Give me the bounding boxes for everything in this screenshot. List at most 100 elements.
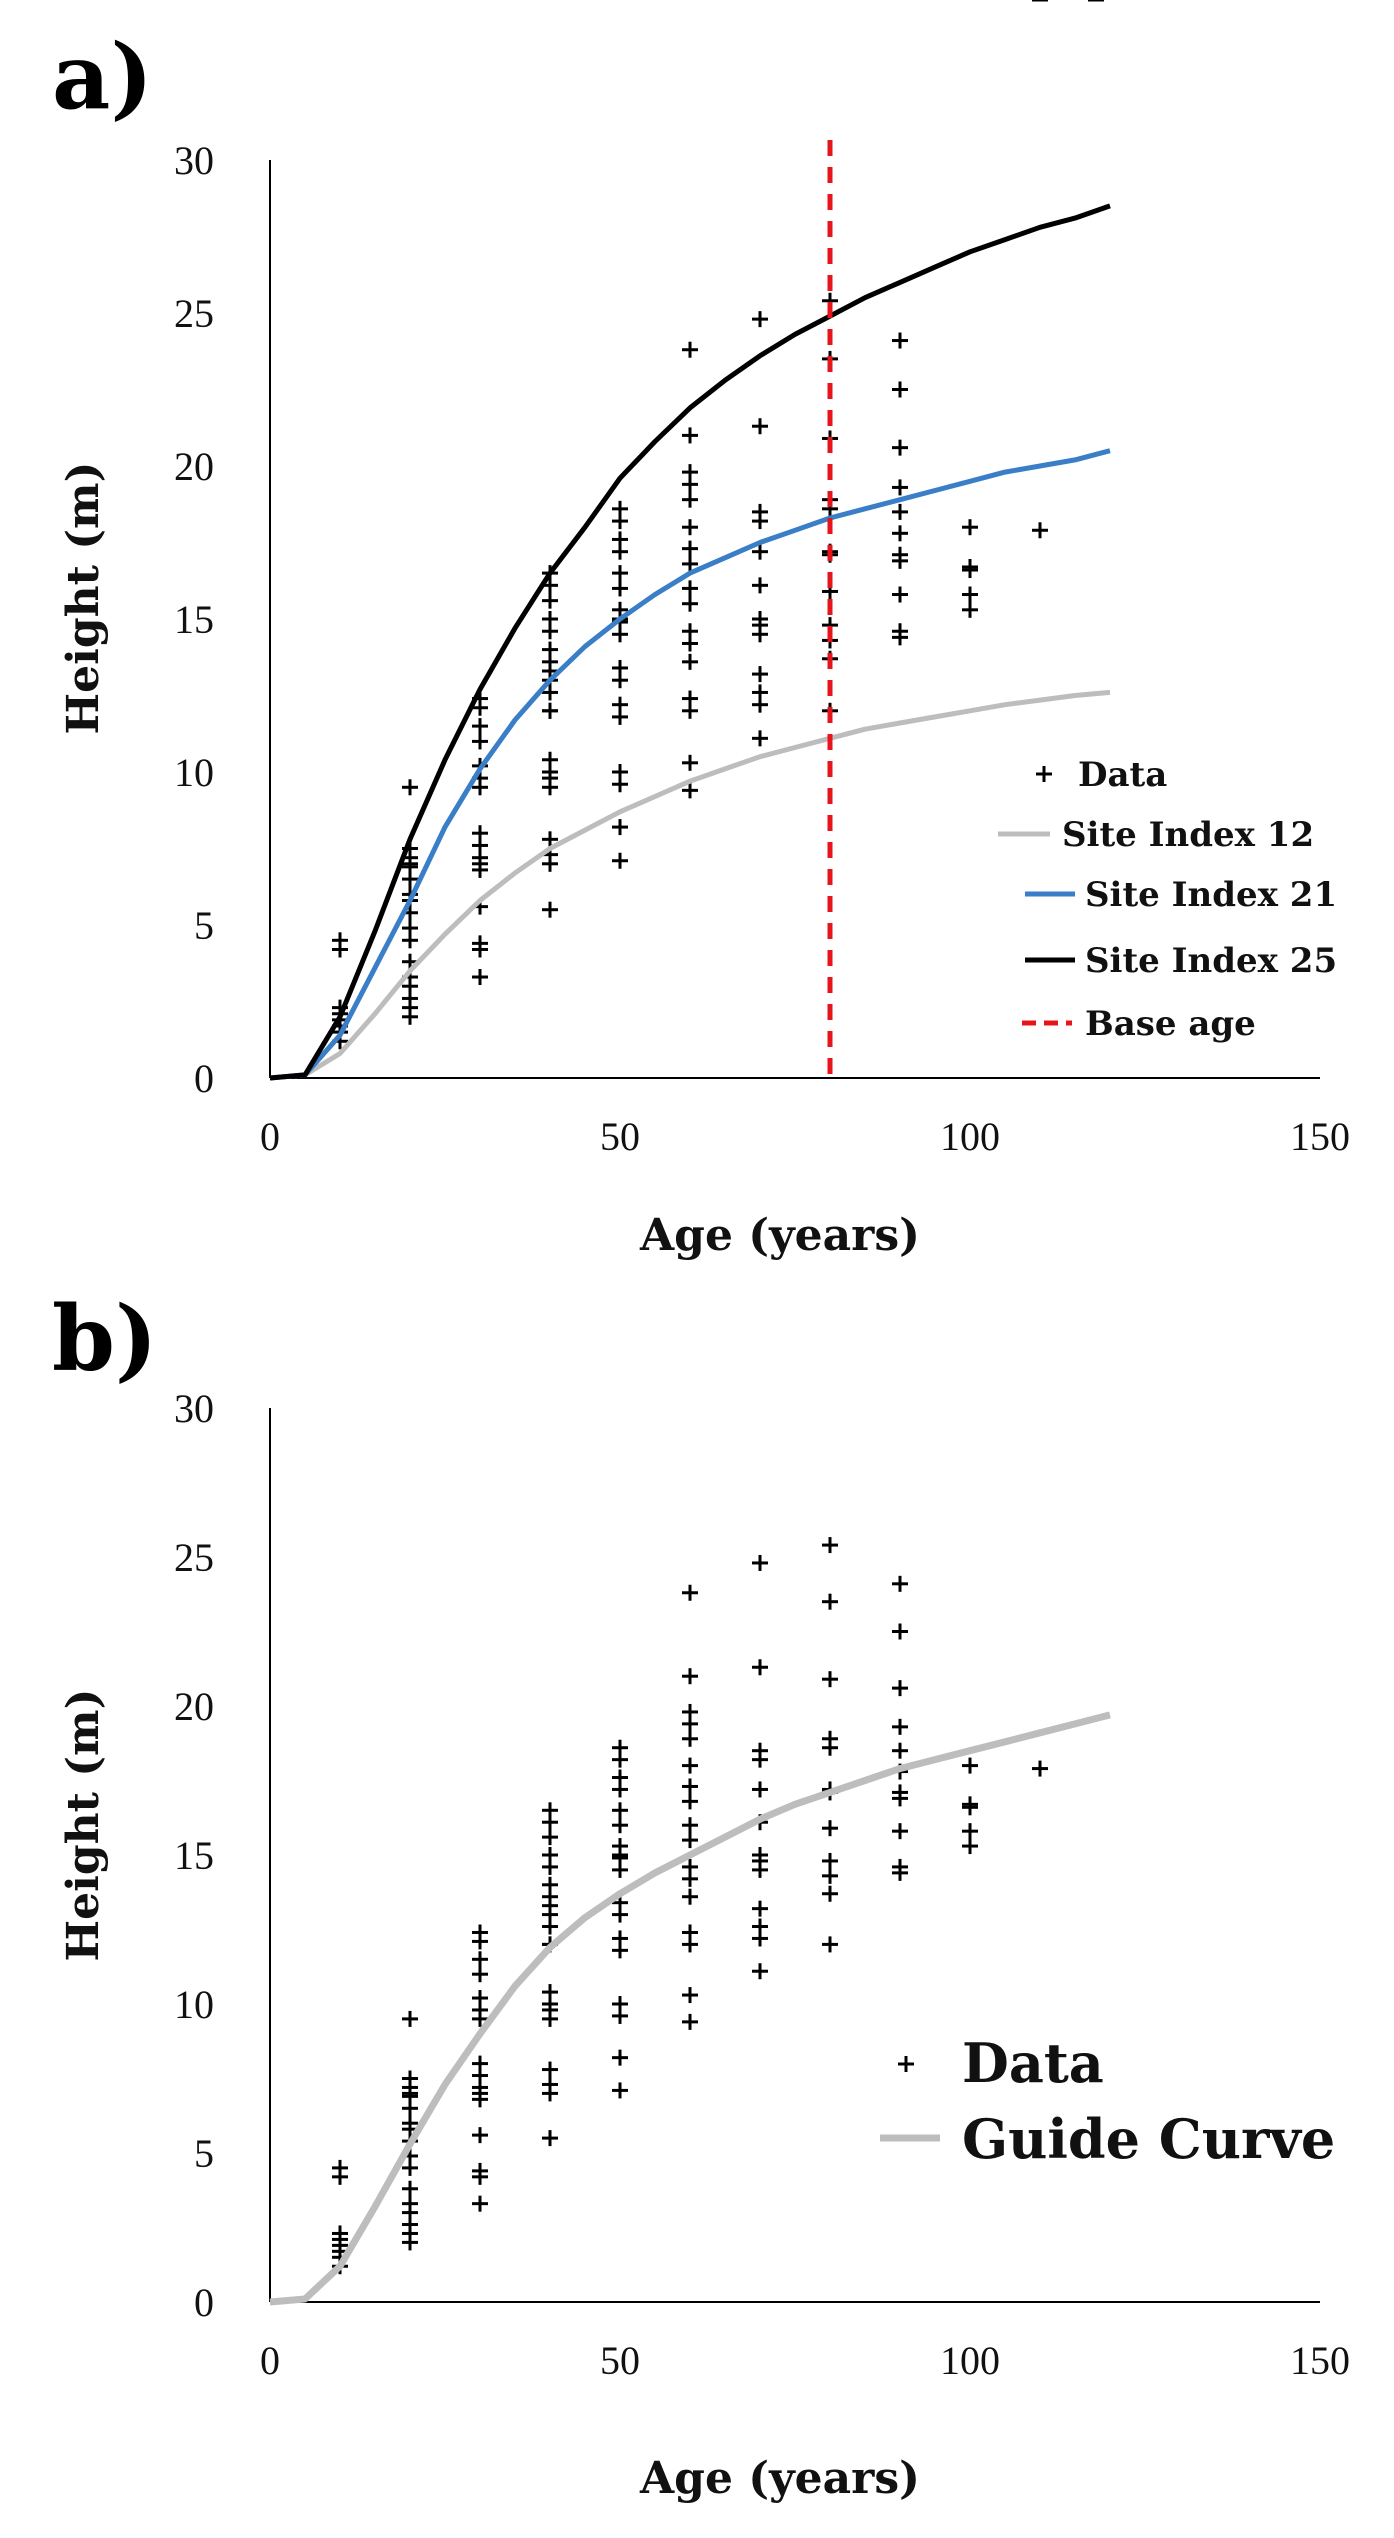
- data-point: [612, 1781, 628, 1798]
- x-tick-label: 50: [600, 2338, 640, 2383]
- data-point: [752, 730, 768, 747]
- data-point: [752, 418, 768, 435]
- data-point: [682, 1778, 698, 1795]
- data-point: [472, 1966, 488, 1983]
- guide-curve: [269, 1711, 1111, 2306]
- y-tick-label: 15: [174, 1833, 214, 1878]
- data-point: [402, 2234, 418, 2251]
- data-point: [822, 1852, 838, 1869]
- data-point: [682, 476, 698, 493]
- data-point: [402, 871, 418, 888]
- data-point: [682, 540, 698, 557]
- data-point: [682, 1870, 698, 1887]
- data-point: [402, 2180, 418, 2197]
- data-point: [682, 1793, 698, 1810]
- data-point: [682, 635, 698, 652]
- data-point: [402, 1008, 418, 1025]
- x-tick-label: 100: [940, 2338, 1000, 2383]
- data-point: [682, 702, 698, 719]
- data-point: [682, 555, 698, 572]
- data-point: [892, 525, 908, 542]
- site-index-25-curve: [269, 203, 1111, 1081]
- data-point: [472, 733, 488, 750]
- data-point: [822, 1936, 838, 1953]
- data-point: [682, 782, 698, 799]
- data-point: [962, 1757, 978, 1774]
- data-point: [612, 819, 628, 836]
- data-point: [542, 2085, 558, 2102]
- data-point: [472, 2127, 488, 2144]
- data-point: [402, 855, 418, 872]
- legend-site-index-25-label: Site Index 25: [1085, 941, 1337, 981]
- data-point: [752, 1861, 768, 1878]
- x-tick-label: 0: [260, 1114, 280, 1159]
- panel-b-data-points: [332, 0, 1104, 2275]
- data-point: [962, 519, 978, 536]
- y-tick-label: 15: [174, 597, 214, 642]
- legend-site-index-21-label: Site Index 21: [1085, 875, 1337, 915]
- data-point: [402, 2159, 418, 2176]
- data-point: [962, 1838, 978, 1855]
- data-point: [682, 595, 698, 612]
- data-point: [682, 1832, 698, 1849]
- data-point: [612, 2082, 628, 2099]
- data-point: [892, 1823, 908, 1840]
- data-point: [682, 491, 698, 508]
- site-index-21-curve: [269, 448, 1111, 1081]
- panel-a-data-points: [332, 0, 1104, 1050]
- data-point: [542, 831, 558, 848]
- legend-base-age-label: Base age: [1085, 1004, 1256, 1044]
- data-point: [542, 779, 558, 796]
- y-tick-label: 5: [194, 903, 214, 948]
- data-point: [612, 1817, 628, 1834]
- panel-a-y-axis-label: Height (m): [58, 462, 109, 735]
- data-point: [612, 1861, 628, 1878]
- data-point: [752, 1751, 768, 1768]
- panel-b-y-axis-label: Height (m): [58, 1689, 109, 1962]
- data-point: [402, 2100, 418, 2117]
- data-point: [612, 708, 628, 725]
- data-point: [892, 586, 908, 603]
- data-point: [402, 932, 418, 949]
- y-tick-label: 30: [174, 138, 214, 183]
- data-point: [752, 513, 768, 530]
- data-point: [752, 1847, 768, 1863]
- data-point: [472, 2195, 488, 2212]
- data-point: [332, 2225, 348, 2242]
- data-point: [892, 1623, 908, 1640]
- panel-b-x-ticks: 0 50 100 150: [260, 2338, 1350, 2383]
- data-point: [682, 1730, 698, 1747]
- data-point: [682, 1668, 698, 1685]
- data-point: [752, 611, 768, 627]
- legend-site-index-12-label: Site Index 12: [1062, 815, 1314, 855]
- data-point: [612, 1847, 628, 1863]
- data-point: [612, 626, 628, 643]
- data-point: [542, 1918, 558, 1935]
- data-point: [752, 1781, 768, 1798]
- data-point: [542, 2010, 558, 2027]
- data-point: [472, 779, 488, 796]
- x-tick-label: 0: [260, 2338, 280, 2383]
- panel-b-legend: Data Guide Curve: [880, 2031, 1335, 2171]
- data-point: [682, 519, 698, 536]
- data-point: [542, 2061, 558, 2078]
- data-point: [892, 439, 908, 456]
- data-point: [1032, 522, 1048, 539]
- y-tick-label: 20: [174, 444, 214, 489]
- y-tick-label: 30: [174, 1386, 214, 1431]
- data-point: [962, 601, 978, 618]
- legend-data-marker: [1036, 766, 1052, 782]
- data-point: [822, 1867, 838, 1884]
- data-point: [682, 754, 698, 771]
- data-point: [892, 503, 908, 520]
- data-point: [472, 861, 488, 878]
- data-point: [612, 580, 628, 597]
- data-point: [892, 629, 908, 646]
- legend-data-label: Data: [1078, 755, 1167, 795]
- y-tick-label: 25: [174, 1535, 214, 1580]
- data-point: [962, 586, 978, 603]
- data-point: [892, 332, 908, 349]
- data-point: [402, 779, 418, 796]
- site-index-12-curve: [269, 689, 1111, 1081]
